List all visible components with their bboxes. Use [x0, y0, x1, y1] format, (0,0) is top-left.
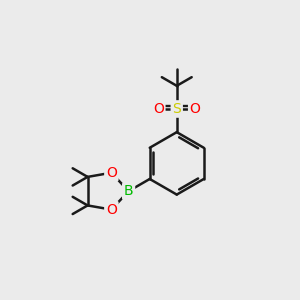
- Text: O: O: [153, 102, 164, 116]
- Text: B: B: [124, 184, 134, 198]
- Text: O: O: [106, 166, 117, 180]
- Text: S: S: [172, 102, 181, 116]
- Text: O: O: [190, 102, 201, 116]
- Text: O: O: [106, 202, 117, 217]
